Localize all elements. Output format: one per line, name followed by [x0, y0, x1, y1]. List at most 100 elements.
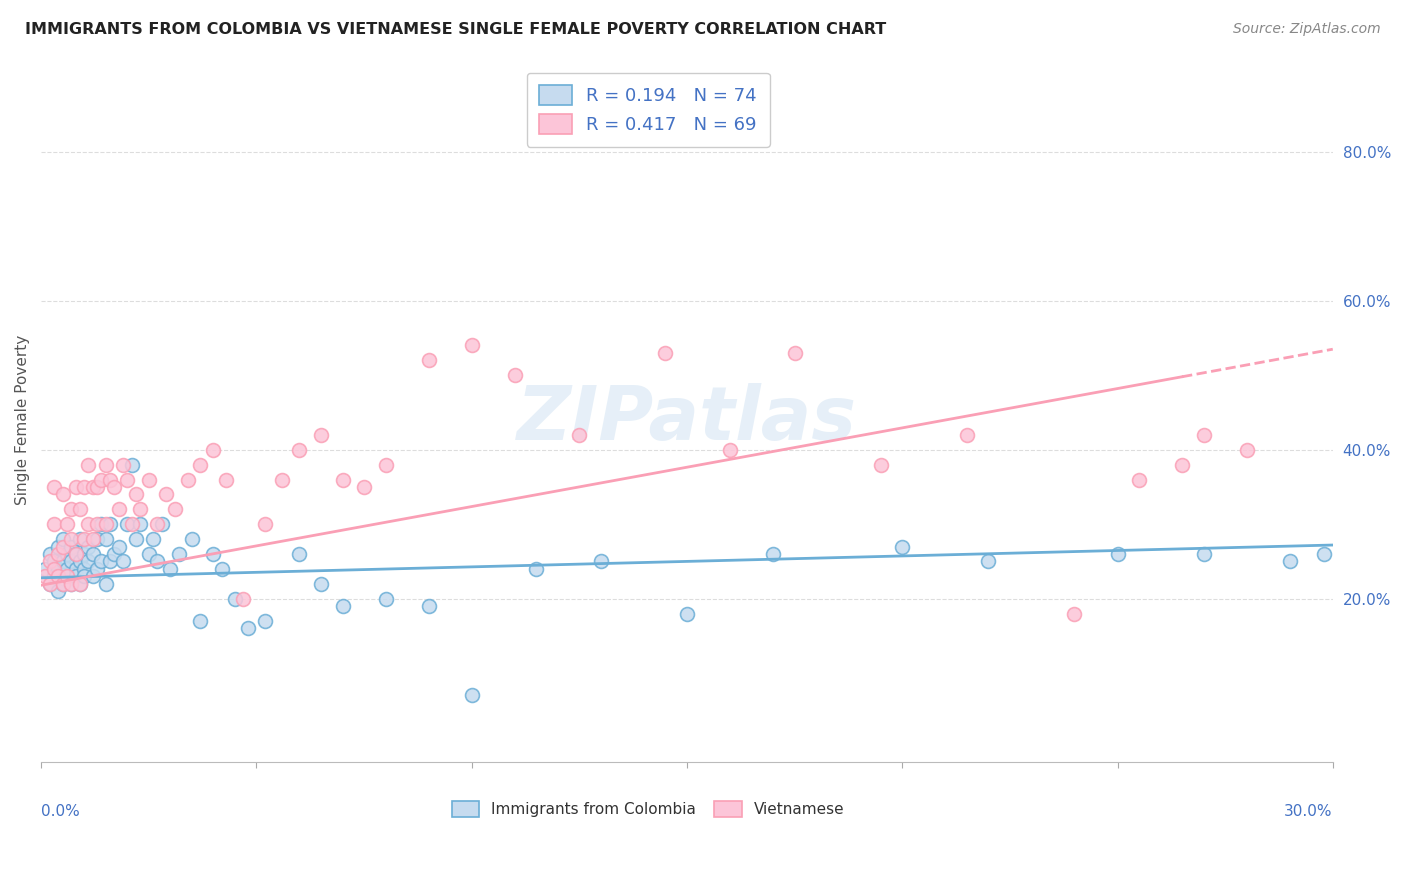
Point — [94, 576, 117, 591]
Point — [288, 547, 311, 561]
Point — [150, 517, 173, 532]
Point — [65, 547, 87, 561]
Point — [1171, 458, 1194, 472]
Point — [332, 599, 354, 613]
Text: 0.0%: 0.0% — [41, 804, 80, 819]
Point — [65, 480, 87, 494]
Point — [202, 442, 225, 457]
Point — [236, 622, 259, 636]
Point — [52, 576, 75, 591]
Point — [138, 547, 160, 561]
Point — [69, 554, 91, 568]
Point — [232, 591, 254, 606]
Point — [1278, 554, 1301, 568]
Point — [374, 591, 396, 606]
Point — [90, 517, 112, 532]
Point — [82, 569, 104, 583]
Point — [1236, 442, 1258, 457]
Point — [503, 368, 526, 383]
Point — [69, 502, 91, 516]
Point — [69, 576, 91, 591]
Point — [215, 473, 238, 487]
Point — [460, 338, 482, 352]
Y-axis label: Single Female Poverty: Single Female Poverty — [15, 334, 30, 505]
Point — [891, 540, 914, 554]
Point — [90, 473, 112, 487]
Point — [654, 346, 676, 360]
Point — [94, 532, 117, 546]
Point — [676, 607, 699, 621]
Point — [34, 569, 56, 583]
Point — [60, 576, 83, 591]
Point — [77, 517, 100, 532]
Point — [60, 554, 83, 568]
Point — [65, 562, 87, 576]
Point — [125, 532, 148, 546]
Point — [418, 353, 440, 368]
Point — [190, 458, 212, 472]
Point — [107, 502, 129, 516]
Point — [718, 442, 741, 457]
Point — [65, 569, 87, 583]
Point — [52, 532, 75, 546]
Point — [42, 562, 65, 576]
Point — [190, 614, 212, 628]
Point — [460, 689, 482, 703]
Point — [155, 487, 177, 501]
Point — [176, 473, 198, 487]
Point — [956, 427, 979, 442]
Point — [589, 554, 612, 568]
Point — [52, 554, 75, 568]
Point — [42, 517, 65, 532]
Text: ZIPatlas: ZIPatlas — [517, 384, 856, 457]
Point — [146, 554, 169, 568]
Point — [762, 547, 785, 561]
Point — [115, 517, 138, 532]
Point — [52, 576, 75, 591]
Point — [38, 576, 60, 591]
Point — [82, 480, 104, 494]
Point — [60, 540, 83, 554]
Point — [65, 547, 87, 561]
Point — [98, 554, 121, 568]
Point — [38, 547, 60, 561]
Point — [73, 569, 96, 583]
Point — [86, 532, 108, 546]
Point — [42, 554, 65, 568]
Point — [46, 562, 69, 576]
Point — [309, 427, 332, 442]
Point — [42, 569, 65, 583]
Point — [869, 458, 891, 472]
Point — [60, 502, 83, 516]
Point — [524, 562, 547, 576]
Point — [46, 569, 69, 583]
Point — [73, 562, 96, 576]
Point — [129, 502, 152, 516]
Point — [46, 547, 69, 561]
Point — [98, 473, 121, 487]
Point — [46, 540, 69, 554]
Point — [52, 487, 75, 501]
Point — [73, 480, 96, 494]
Point — [86, 480, 108, 494]
Point — [163, 502, 186, 516]
Point — [418, 599, 440, 613]
Point — [103, 480, 125, 494]
Point — [1107, 547, 1129, 561]
Point — [115, 473, 138, 487]
Point — [253, 614, 276, 628]
Point — [1063, 607, 1085, 621]
Point — [56, 562, 79, 576]
Point — [1128, 473, 1150, 487]
Point — [977, 554, 1000, 568]
Point — [142, 532, 165, 546]
Point — [86, 517, 108, 532]
Point — [98, 517, 121, 532]
Point — [103, 547, 125, 561]
Point — [46, 584, 69, 599]
Point — [783, 346, 806, 360]
Point — [288, 442, 311, 457]
Point — [253, 517, 276, 532]
Point — [73, 532, 96, 546]
Point — [1313, 547, 1336, 561]
